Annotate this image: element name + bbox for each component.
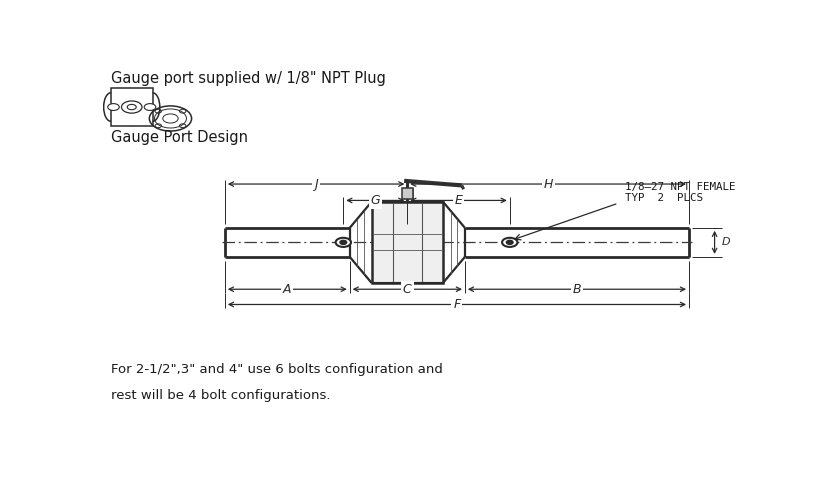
Circle shape [107,103,119,110]
Text: E: E [454,194,463,207]
Bar [111,88,153,126]
Text: C: C [403,283,411,296]
Bar [372,202,443,283]
Circle shape [335,238,351,247]
Text: B: B [572,283,582,296]
Circle shape [506,241,513,244]
Text: 1/8–27 NPT FEMALE: 1/8–27 NPT FEMALE [625,182,735,192]
Text: For 2-1/2",3" and 4" use 6 bolts configuration and: For 2-1/2",3" and 4" use 6 bolts configu… [111,363,443,376]
Circle shape [340,241,347,244]
Bar [401,188,413,199]
Text: H: H [544,178,553,191]
Text: Gauge port supplied w/ 1/8" NPT Plug: Gauge port supplied w/ 1/8" NPT Plug [111,71,386,86]
Text: A: A [283,283,292,296]
Circle shape [145,103,156,110]
Text: J: J [314,178,318,191]
Text: D: D [722,237,730,248]
Text: G: G [371,194,380,207]
Text: F: F [453,298,461,311]
Circle shape [502,238,517,247]
Text: Gauge Port Design: Gauge Port Design [111,130,248,145]
Text: rest will be 4 bolt configurations.: rest will be 4 bolt configurations. [111,390,330,402]
Text: TYP  2  PLCS: TYP 2 PLCS [625,193,703,203]
